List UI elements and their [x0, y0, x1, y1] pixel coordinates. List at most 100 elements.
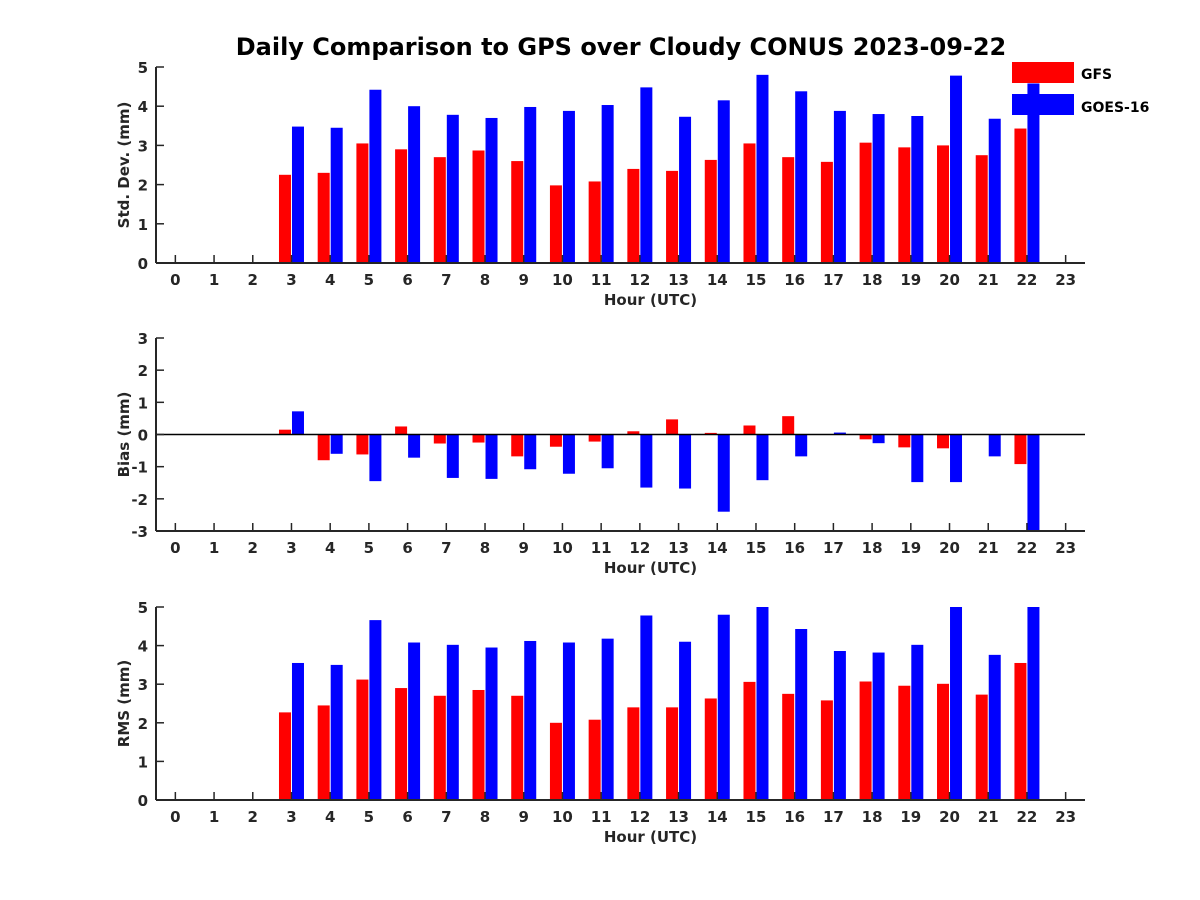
x-tick-label: 6 — [402, 271, 412, 289]
y-axis-label: Std. Dev. (mm) — [115, 102, 133, 229]
y-tick-label: 5 — [138, 599, 148, 617]
bar-gfs-hour-19 — [898, 434, 911, 448]
bar-gfs-hour-15 — [743, 143, 756, 263]
bar-goes16-hour-7 — [446, 114, 459, 263]
bar-gfs-hour-7 — [433, 434, 446, 444]
bar-gfs-hour-22 — [1014, 434, 1027, 465]
bar-gfs-hour-3 — [278, 174, 291, 263]
y-tick-label: 3 — [138, 676, 148, 694]
bar-goes16-hour-18 — [872, 434, 885, 444]
bar-goes16-hour-4 — [330, 127, 343, 263]
x-tick-label: 2 — [248, 808, 258, 826]
x-tick-label: 0 — [170, 539, 180, 557]
bar-gfs-hour-18 — [859, 681, 872, 800]
y-tick-label: 5 — [138, 59, 148, 77]
bar-goes16-hour-21 — [988, 118, 1001, 264]
x-tick-label: 11 — [591, 808, 612, 826]
x-tick-label: 7 — [441, 808, 451, 826]
x-tick-label: 3 — [286, 539, 296, 557]
x-tick-label: 15 — [746, 271, 767, 289]
bar-goes16-hour-21 — [988, 654, 1001, 800]
x-tick-label: 9 — [519, 271, 529, 289]
x-tick-label: 22 — [1017, 808, 1038, 826]
bar-goes16-hour-14 — [717, 614, 730, 800]
bar-gfs-hour-22 — [1014, 128, 1027, 263]
bar-gfs-hour-19 — [898, 147, 911, 263]
x-tick-label: 15 — [746, 539, 767, 557]
x-tick-label: 15 — [746, 808, 767, 826]
x-tick-label: 22 — [1017, 271, 1038, 289]
bar-goes16-hour-7 — [446, 434, 459, 478]
x-tick-label: 1 — [209, 808, 219, 826]
bar-goes16-hour-15 — [756, 607, 769, 800]
bar-goes16-hour-18 — [872, 114, 885, 263]
x-tick-label: 12 — [629, 271, 650, 289]
bar-goes16-hour-12 — [640, 87, 653, 263]
legend-label-gfs: GFS — [1081, 67, 1112, 83]
x-tick-label: 9 — [519, 808, 529, 826]
x-tick-label: 13 — [668, 539, 689, 557]
bar-goes16-hour-10 — [562, 434, 575, 474]
bar-goes16-hour-14 — [717, 434, 730, 512]
bar-gfs-hour-3 — [278, 712, 291, 800]
bar-goes16-hour-13 — [679, 434, 692, 489]
x-tick-label: 13 — [668, 808, 689, 826]
x-tick-label: 16 — [784, 808, 805, 826]
x-tick-label: 16 — [784, 271, 805, 289]
y-tick-label: 4 — [138, 638, 148, 656]
bar-gfs-hour-14 — [704, 159, 717, 263]
bar-gfs-hour-18 — [859, 142, 872, 263]
bar-goes16-hour-16 — [795, 629, 808, 800]
bar-goes16-hour-5 — [369, 620, 382, 800]
bar-gfs-hour-10 — [549, 722, 562, 800]
bar-gfs-hour-3 — [278, 429, 291, 435]
x-axis-label: Hour (UTC) — [604, 828, 697, 846]
bar-goes16-hour-11 — [601, 434, 614, 469]
bar-gfs-hour-10 — [549, 185, 562, 263]
bar-goes16-hour-20 — [950, 75, 963, 264]
bar-gfs-hour-18 — [859, 434, 872, 440]
bar-gfs-hour-6 — [395, 426, 408, 435]
bar-gfs-hour-8 — [472, 434, 485, 443]
y-tick-label: 1 — [138, 216, 148, 234]
bar-gfs-hour-20 — [937, 683, 950, 800]
bar-gfs-hour-7 — [433, 157, 446, 263]
x-tick-label: 9 — [519, 539, 529, 557]
x-tick-label: 14 — [707, 808, 728, 826]
bar-goes16-hour-8 — [485, 117, 498, 264]
bar-gfs-hour-9 — [511, 695, 524, 800]
bar-goes16-hour-13 — [679, 116, 692, 263]
x-tick-label: 20 — [939, 539, 960, 557]
x-tick-label: 14 — [707, 539, 728, 557]
bar-goes16-hour-7 — [446, 644, 459, 800]
x-tick-label: 17 — [823, 539, 844, 557]
x-tick-label: 13 — [668, 271, 689, 289]
legend-swatch-gfs — [1012, 62, 1074, 83]
x-tick-label: 21 — [978, 271, 999, 289]
bar-gfs-hour-13 — [666, 170, 679, 263]
x-tick-label: 23 — [1055, 271, 1076, 289]
x-tick-label: 0 — [170, 271, 180, 289]
x-tick-label: 21 — [978, 808, 999, 826]
bar-goes16-hour-10 — [562, 642, 575, 800]
x-tick-label: 19 — [900, 539, 921, 557]
x-tick-label: 10 — [552, 808, 573, 826]
bar-goes16-hour-5 — [369, 89, 382, 264]
legend-label-goes16: GOES-16 — [1081, 100, 1149, 116]
y-tick-label: 0 — [138, 427, 148, 445]
x-tick-label: 5 — [364, 271, 374, 289]
x-tick-label: 11 — [591, 271, 612, 289]
bar-gfs-hour-20 — [937, 145, 950, 263]
y-tick-label: 2 — [138, 362, 148, 380]
bar-goes16-hour-13 — [679, 641, 692, 800]
bar-gfs-hour-21 — [975, 155, 988, 263]
bar-goes16-hour-17 — [833, 651, 846, 800]
bar-goes16-hour-6 — [408, 106, 421, 263]
bar-goes16-hour-22 — [1027, 83, 1040, 264]
bar-goes16-hour-16 — [795, 91, 808, 263]
bar-gfs-hour-14 — [704, 432, 717, 435]
bar-gfs-hour-4 — [317, 172, 330, 263]
